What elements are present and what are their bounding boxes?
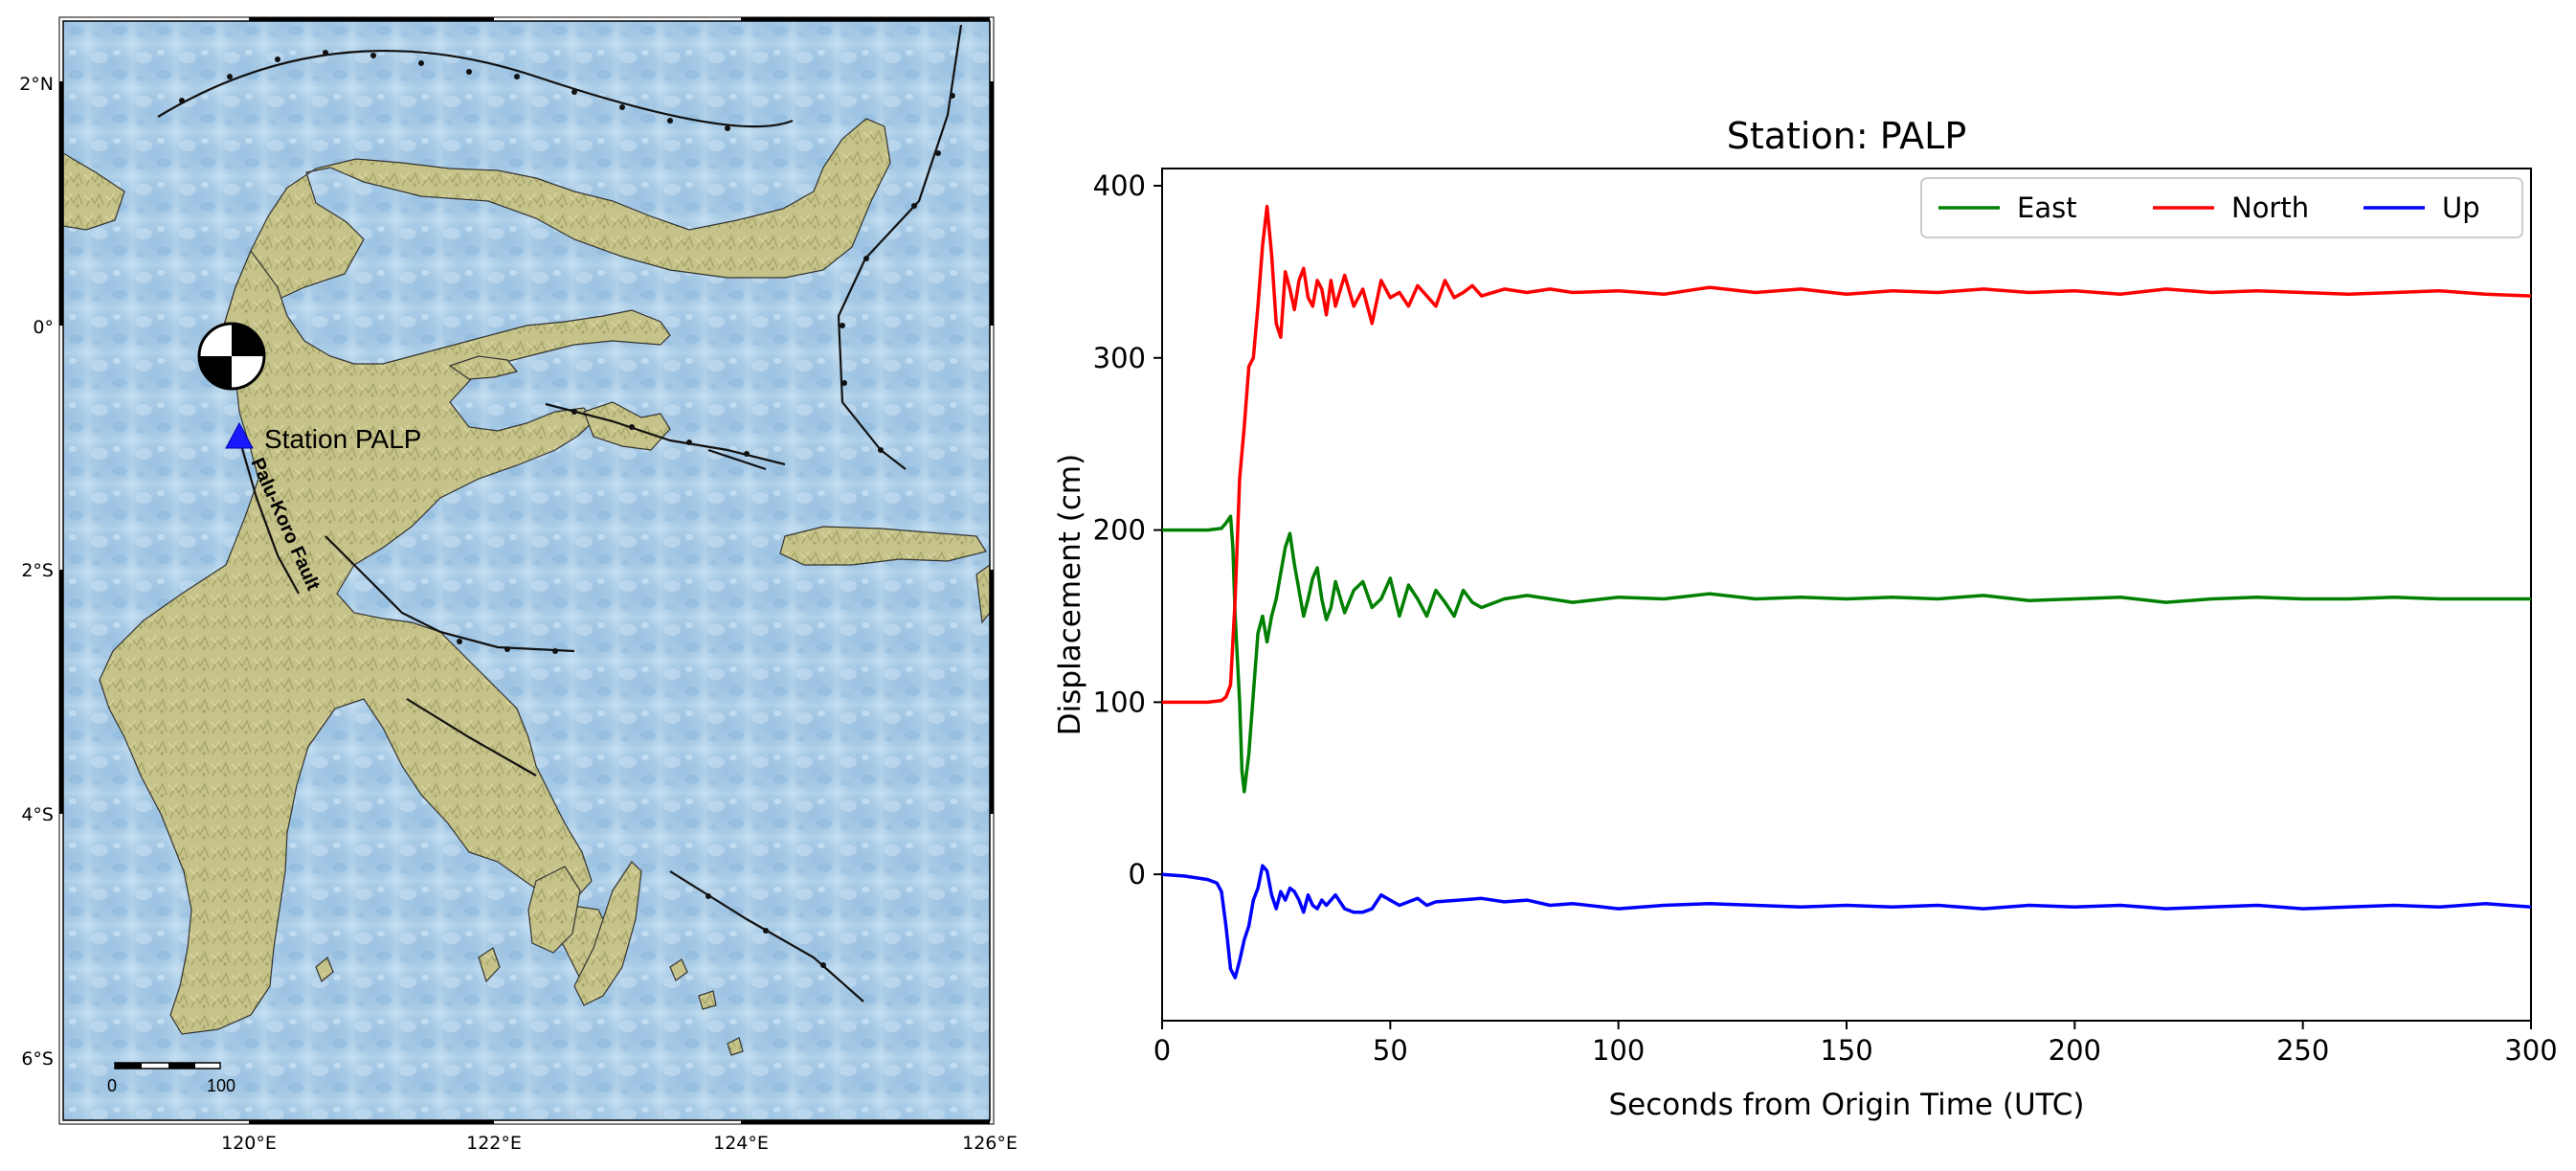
x-axis-label: Seconds from Origin Time (UTC) [1609, 1088, 2085, 1122]
legend-label-east: East [2017, 191, 2077, 224]
y-tick-label: 0 [1129, 858, 1146, 890]
lon-label: 124°E [713, 1133, 769, 1154]
buton-island [573, 861, 642, 1006]
lat-label: 4°S [21, 804, 54, 825]
banggai-fault [707, 448, 767, 471]
lat-label: 6°S [21, 1048, 54, 1070]
focal-mechanism-icon [197, 322, 266, 391]
x-tick-label: 150 [1820, 1034, 1872, 1067]
legend-box [1920, 177, 2523, 238]
lat-label: 0° [33, 317, 54, 338]
lat-label: 2°S [21, 560, 54, 581]
scale-end-label: 100 [207, 1076, 235, 1095]
series-line-up [1161, 864, 2532, 980]
chart-panel: Station: PALP 0 50 100 150 200 250 300 0 100 200… [1034, 0, 2576, 1167]
x-tick-label: 50 [1373, 1034, 1408, 1067]
x-tick-label: 300 [2504, 1034, 2557, 1067]
lon-label: 122°E [466, 1133, 522, 1154]
displacement-chart: Station: PALP 0 50 100 150 200 250 300 0 100 200… [1053, 115, 2558, 1122]
legend-label-north: North [2231, 191, 2309, 224]
y-tick-label: 300 [1093, 342, 1146, 374]
land-masses [62, 118, 991, 1056]
y-tick-label: 100 [1093, 686, 1146, 718]
station-marker-icon [225, 421, 254, 449]
x-tick-label: 200 [2049, 1034, 2101, 1067]
legend: East North Up [1920, 177, 2523, 238]
palu-koro-fault [239, 444, 300, 595]
scale-bar: 0 100 [107, 1062, 235, 1095]
north-sulawesi-trench [157, 49, 794, 128]
x-tick-label: 100 [1592, 1034, 1645, 1067]
lon-label: 126°E [962, 1133, 1018, 1154]
map-panel: Station PALP Palu-Koro Fault 0 100 2°N 0… [0, 0, 1034, 1167]
legend-label-up: Up [2442, 191, 2480, 224]
togian-islands [448, 355, 519, 380]
map-svg: Station PALP Palu-Koro Fault 0 100 2°N 0… [19, 16, 1018, 1154]
muna-island [527, 866, 581, 954]
x-tick-label: 250 [2276, 1034, 2329, 1067]
series-layer [1161, 204, 2532, 980]
fault-teeth [179, 50, 955, 968]
lon-labels: 120°E 122°E 124°E 126°E [221, 1133, 1018, 1154]
lat-label: 2°N [19, 74, 54, 95]
scale-start-label: 0 [107, 1076, 117, 1095]
sangihe-trench [837, 24, 963, 470]
y-tick-label: 400 [1093, 169, 1146, 202]
station-label: Station PALP [264, 424, 421, 454]
x-ticks: 0 50 100 150 200 250 300 [1154, 1021, 2558, 1067]
lawanopo-fault [406, 698, 537, 777]
sula-island [779, 526, 987, 566]
matano-fault [325, 535, 575, 653]
lat-labels: 2°N 0° 2°S 4°S 6°S [19, 74, 54, 1070]
sulawesi-body [99, 249, 671, 1035]
series-line-north [1162, 204, 2532, 705]
y-ticks: 0 100 200 300 400 [1093, 169, 1162, 890]
lon-label: 120°E [221, 1133, 277, 1154]
chart-title: Station: PALP [1727, 115, 1967, 157]
y-axis-label: Displacement (cm) [1053, 454, 1087, 735]
sulawesi-island [220, 118, 891, 333]
map-frame [58, 16, 995, 1125]
x-tick-label: 0 [1154, 1034, 1171, 1067]
series-line-east [1162, 514, 2531, 794]
y-tick-label: 200 [1093, 514, 1146, 547]
